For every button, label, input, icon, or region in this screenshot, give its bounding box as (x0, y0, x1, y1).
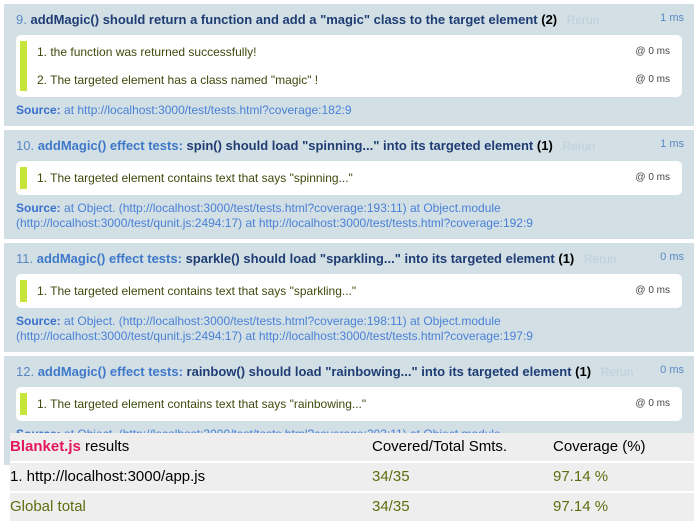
assertion-text: 1. The targeted element contains text th… (37, 397, 367, 411)
test-number: 10. (16, 138, 35, 153)
assertion-time: @ 0 ms (635, 74, 670, 85)
test-source: Source: at http://localhost:3000/test/te… (16, 103, 682, 118)
assertion-time: @ 0 ms (635, 398, 670, 409)
assertion-list: 1. The targeted element contains text th… (16, 387, 682, 421)
assertion-count: (1) (575, 364, 592, 379)
assertion-count: (2) (541, 12, 558, 27)
test-source: Source: at Object. (http://localhost:300… (16, 314, 682, 344)
total-covered: 34/35 (372, 498, 410, 515)
assertion-list: 1. The targeted element contains text th… (16, 274, 682, 308)
assertion-count: (1) (558, 251, 575, 266)
assertion-list: 1. the function was returned successfull… (16, 35, 682, 97)
coverage-header-row: Blanket.js results Covered/Total Smts. C… (10, 433, 694, 461)
pass-bar: 1. The targeted element contains text th… (20, 280, 670, 302)
total-label: Global total (10, 498, 86, 515)
rerun-link[interactable]: Rerun (600, 365, 634, 379)
col-covered-header: Covered/Total Smts. (372, 438, 508, 455)
test-duration: 1 ms (660, 138, 684, 150)
pass-bar: 1. The targeted element contains text th… (20, 167, 670, 189)
test-name: sparkle() should load "sparkling..." int… (185, 251, 555, 266)
assertion-item: 1. The targeted element contains text th… (37, 393, 670, 415)
source-label: Source: (16, 201, 61, 215)
test-header[interactable]: 12. addMagic() effect tests: rainbow() s… (16, 363, 682, 381)
assertion-text: 2. The targeted element has a class name… (37, 73, 319, 87)
blanket-brand: Blanket.js (10, 438, 81, 455)
assertion-text: 1. The targeted element contains text th… (37, 284, 357, 298)
file-coverage: 97.14 % (553, 468, 609, 485)
test-header[interactable]: 11. addMagic() effect tests: sparkle() s… (16, 250, 682, 268)
assertion-item: 1. The targeted element contains text th… (37, 280, 670, 302)
col-coverage-header: Coverage (%) (553, 438, 646, 455)
test-item[interactable]: 10. addMagic() effect tests: spin() shou… (4, 130, 694, 243)
assertion-text: 1. the function was returned successfull… (37, 45, 257, 59)
test-item[interactable]: 11. addMagic() effect tests: sparkle() s… (4, 243, 694, 356)
blanket-coverage-table: Blanket.js results Covered/Total Smts. C… (10, 433, 694, 521)
test-module: addMagic() effect tests: (37, 364, 183, 379)
source-trace[interactable]: at Object. (http://localhost:3000/test/t… (16, 201, 533, 230)
assertion-count: (1) (536, 138, 553, 153)
title-suffix: results (80, 438, 130, 455)
assertion-time: @ 0 ms (635, 172, 670, 183)
test-duration: 0 ms (660, 251, 684, 263)
assertion-item: 1. the function was returned successfull… (37, 41, 670, 63)
pass-bar: 1. the function was returned successfull… (20, 41, 670, 91)
source-label: Source: (16, 314, 61, 328)
assertion-time: @ 0 ms (635, 46, 670, 57)
test-header[interactable]: 10. addMagic() effect tests: spin() shou… (16, 137, 682, 155)
test-name: spin() should load "spinning..." into it… (186, 138, 534, 153)
coverage-file-row[interactable]: 1. http://localhost:3000/app.js 34/35 97… (10, 461, 694, 491)
file-name[interactable]: 1. http://localhost:3000/app.js (10, 468, 206, 485)
rerun-link[interactable]: Rerun (566, 13, 600, 27)
rerun-link[interactable]: Rerun (562, 139, 596, 153)
test-source: Source: at Object. (http://localhost:300… (16, 201, 682, 231)
test-duration: 0 ms (660, 364, 684, 376)
test-module: addMagic() effect tests: (37, 138, 183, 153)
coverage-title: Blanket.js results (10, 433, 129, 461)
test-item[interactable]: 9. addMagic() should return a function a… (4, 0, 694, 130)
total-coverage: 97.14 % (553, 498, 609, 515)
source-trace[interactable]: at Object. (http://localhost:3000/test/t… (16, 314, 533, 343)
test-number: 12. (16, 364, 35, 379)
file-covered: 34/35 (372, 468, 410, 485)
assertion-item: 1. The targeted element contains text th… (37, 167, 670, 189)
test-number: 9. (16, 12, 27, 27)
test-name: rainbow() should load "rainbowing..." in… (186, 364, 572, 379)
source-label: Source: (16, 103, 61, 117)
test-header[interactable]: 9. addMagic() should return a function a… (16, 11, 682, 29)
test-number: 11. (16, 251, 34, 266)
source-trace[interactable]: at http://localhost:3000/test/tests.html… (64, 103, 352, 117)
assertion-item: 2. The targeted element has a class name… (37, 69, 670, 91)
test-module: addMagic() effect tests: (36, 251, 182, 266)
assertion-list: 1. The targeted element contains text th… (16, 161, 682, 195)
test-duration: 1 ms (660, 12, 684, 24)
pass-bar: 1. The targeted element contains text th… (20, 393, 670, 415)
test-name: addMagic() should return a function and … (30, 12, 538, 27)
test-results-list: 9. addMagic() should return a function a… (4, 0, 694, 469)
assertion-text: 1. The targeted element contains text th… (37, 171, 353, 185)
coverage-total-row: Global total 34/35 97.14 % (10, 491, 694, 521)
rerun-link[interactable]: Rerun (583, 252, 617, 266)
assertion-time: @ 0 ms (635, 285, 670, 296)
